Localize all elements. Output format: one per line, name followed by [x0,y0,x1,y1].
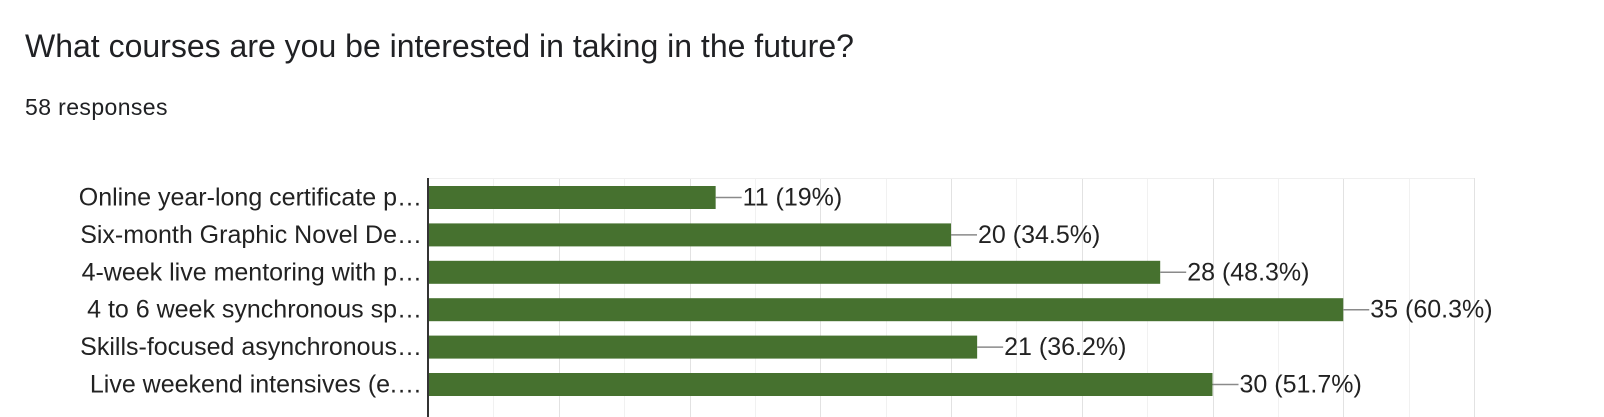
bar [428,373,1213,396]
bar [428,335,978,359]
value-label: 20 (34.5%) [978,221,1100,249]
chart-title: What courses are you be interested in ta… [25,28,854,64]
bar [428,260,1161,284]
category-label: 4-week live mentoring with p… [82,258,422,286]
bar [428,298,1344,322]
category-label: 4 to 6 week synchronous sp… [87,296,422,324]
bar [428,186,716,209]
value-label: 35 (60.3%) [1370,296,1492,324]
category-labels: Online year-long certificate p… Six-month… [79,184,422,399]
category-label: Skills-focused asynchronous… [80,333,422,361]
response-count: 58 responses [25,94,168,120]
value-label: 11 (19%) [743,184,843,212]
value-label: 30 (51.7%) [1240,371,1362,399]
bars [428,186,1344,396]
value-label: 28 (48.3%) [1187,258,1309,286]
bar [428,223,951,247]
value-label: 21 (36.2%) [1004,333,1126,361]
category-label: Live weekend intensives (e.… [90,371,422,399]
value-labels: 11 (19%) 20 (34.5%) 28 (48.3%) 35 (60.3%) 21… [715,184,1493,399]
category-label: Six-month Graphic Novel De… [80,221,422,249]
category-label: Online year-long certificate p… [79,184,422,212]
